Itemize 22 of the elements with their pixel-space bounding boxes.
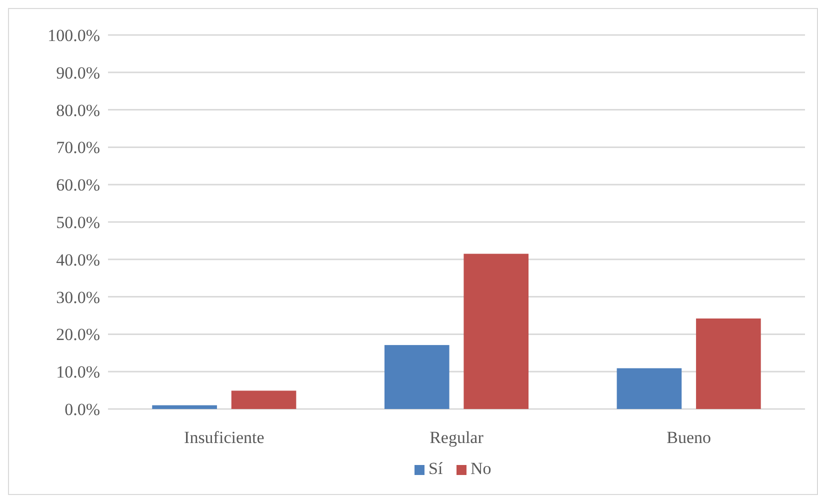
x-tick-label: Regular	[430, 428, 484, 447]
legend-label: Sí	[428, 459, 443, 478]
y-tick-label: 60.0%	[56, 176, 100, 195]
y-tick-label: 20.0%	[56, 325, 100, 344]
x-tick-label: Insuficiente	[184, 428, 264, 447]
x-tick-label: Bueno	[666, 428, 712, 447]
bar	[696, 318, 761, 409]
y-tick-label: 80.0%	[56, 100, 100, 120]
y-tick-label: 90.0%	[56, 63, 100, 82]
y-tick-label: 30.0%	[56, 288, 100, 307]
bar	[616, 368, 682, 409]
y-tick-label: 100.0%	[48, 26, 100, 45]
legend-label: No	[470, 459, 492, 478]
bar	[231, 390, 296, 409]
y-tick-label: 0.0%	[64, 400, 100, 419]
bar	[384, 345, 450, 409]
y-tick-label: 50.0%	[56, 212, 100, 232]
bar	[464, 254, 529, 409]
bar	[152, 405, 217, 409]
y-tick-label: 10.0%	[56, 362, 100, 382]
y-tick-label: 70.0%	[56, 138, 100, 158]
y-tick-label: 40.0%	[56, 250, 100, 270]
